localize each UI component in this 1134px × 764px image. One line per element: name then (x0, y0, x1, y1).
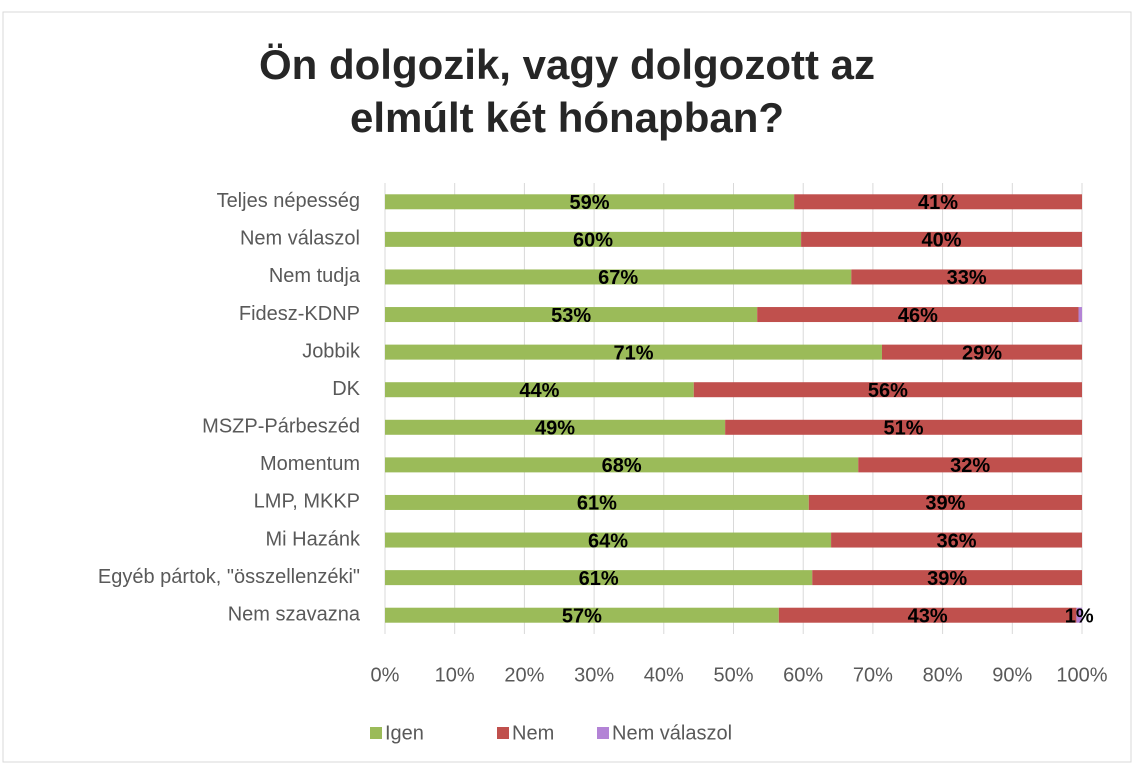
y-tick-label: Nem tudja (269, 265, 361, 287)
value-label: 61% (579, 568, 619, 590)
bar-segment (385, 382, 694, 398)
legend-label: Nem (512, 722, 554, 744)
value-label: 59% (570, 192, 610, 214)
bar-segment (778, 607, 1077, 623)
bar-segment (385, 570, 813, 586)
bar-segment (831, 532, 1082, 548)
y-tick-label: MSZP-Párbeszéd (202, 416, 360, 438)
bar-segment (812, 570, 1082, 586)
legend-swatch (497, 727, 509, 739)
y-tick-label: DK (332, 378, 360, 400)
value-label: 29% (962, 342, 1002, 364)
x-tick-label: 100% (1056, 664, 1107, 686)
bar-segment (385, 457, 859, 473)
value-label: 43% (908, 605, 948, 627)
bar-segment (858, 457, 1082, 473)
legend-swatch (370, 727, 382, 739)
legend-label: Igen (385, 722, 424, 744)
value-label: 33% (947, 267, 987, 289)
y-tick-label: Teljes népesség (217, 190, 360, 212)
value-label: 64% (588, 530, 628, 552)
value-label: 49% (535, 418, 575, 440)
bar-segment (1076, 607, 1082, 623)
y-tick-label: Mi Hazánk (266, 528, 361, 550)
value-label: 53% (551, 305, 591, 327)
y-tick-label: Fidesz-KDNP (239, 303, 360, 325)
value-label: 57% (562, 605, 602, 627)
bar-segment (1078, 307, 1082, 323)
x-tick-label: 10% (435, 664, 475, 686)
x-tick-label: 60% (783, 664, 823, 686)
value-label: 46% (898, 305, 938, 327)
bar-segment (385, 269, 852, 285)
value-label: 32% (950, 455, 990, 477)
legend-swatch (597, 727, 609, 739)
x-tick-label: 20% (504, 664, 544, 686)
value-label: 40% (922, 230, 962, 252)
bar-segment (725, 419, 1082, 435)
y-tick-label: Egyéb pártok, "összellenzéki" (98, 566, 360, 588)
bar-segment (385, 307, 758, 323)
value-label: 67% (598, 267, 638, 289)
bar-segment (385, 419, 726, 435)
x-tick-label: 90% (992, 664, 1032, 686)
value-label: 61% (577, 493, 617, 515)
bar-segment (881, 344, 1082, 360)
chart-title: Ön dolgozik, vagy dolgozott az elmúlt ké… (259, 41, 875, 141)
bar-segment (385, 494, 809, 510)
bar-segment (851, 269, 1082, 285)
bar-segment (385, 532, 832, 548)
bar-segment (385, 344, 882, 360)
value-label: 1% (1065, 605, 1094, 627)
x-tick-label: 30% (574, 664, 614, 686)
value-label: 56% (868, 380, 908, 402)
value-label: 39% (927, 568, 967, 590)
bar-segment (757, 307, 1079, 323)
x-tick-label: 80% (923, 664, 963, 686)
legend-label: Nem válaszol (612, 722, 732, 744)
value-label: 39% (925, 493, 965, 515)
value-label: 44% (519, 380, 559, 402)
bar-segment (385, 231, 802, 247)
bar-segment (801, 231, 1082, 247)
value-label: 68% (602, 455, 642, 477)
y-tick-label: Jobbik (302, 340, 361, 362)
bar-segment (385, 607, 779, 623)
x-tick-label: 40% (644, 664, 684, 686)
bar-segment (385, 194, 795, 210)
value-label: 36% (937, 530, 977, 552)
value-label: 41% (918, 192, 958, 214)
y-tick-label: Nem válaszol (240, 228, 360, 250)
x-tick-label: 50% (713, 664, 753, 686)
value-label: 71% (613, 342, 653, 364)
y-tick-label: Momentum (260, 453, 360, 475)
chart-border (2, 11, 1132, 763)
y-tick-label: LMP, MKKP (254, 491, 360, 513)
value-label: 60% (573, 230, 613, 252)
y-tick-label: Nem szavazna (228, 603, 361, 625)
value-label: 51% (884, 418, 924, 440)
bar-segment (693, 382, 1082, 398)
x-tick-label: 70% (853, 664, 893, 686)
x-tick-label: 0% (371, 664, 400, 686)
bar-segment (808, 494, 1082, 510)
bar-segment (794, 194, 1082, 210)
